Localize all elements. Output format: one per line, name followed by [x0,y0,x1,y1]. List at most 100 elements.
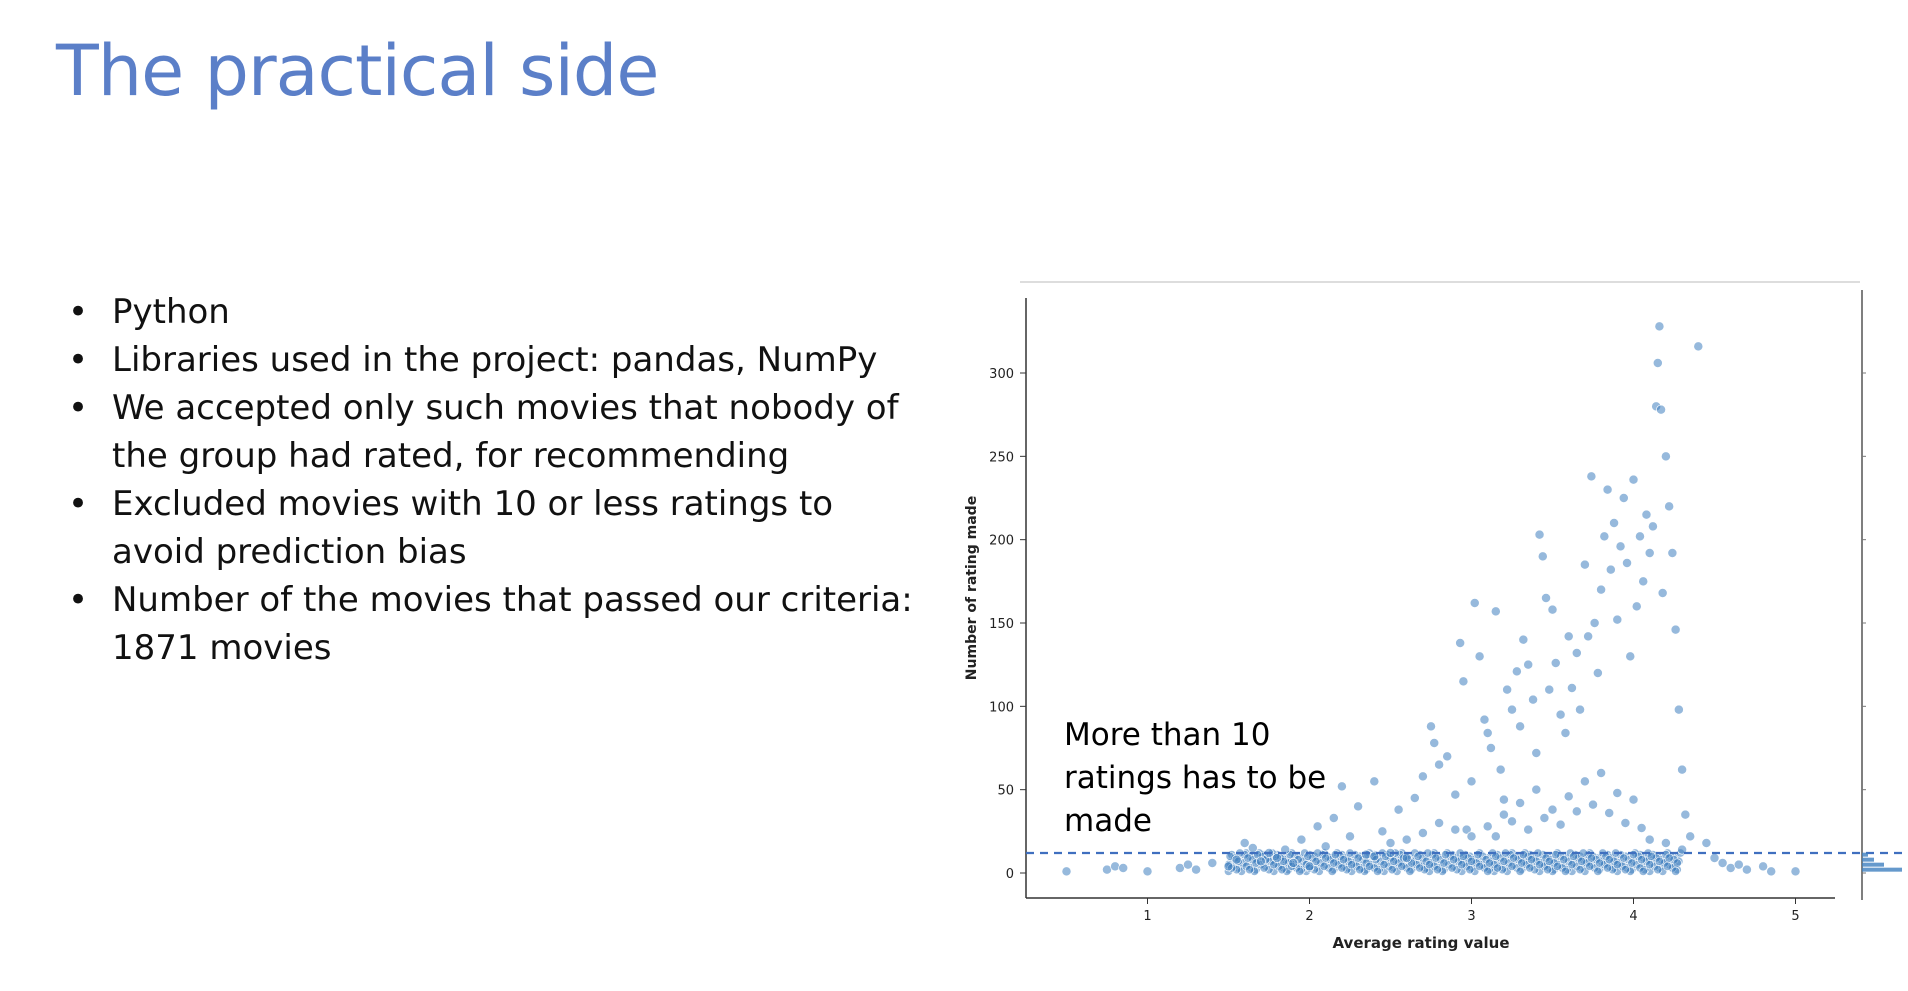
data-point [1717,858,1728,868]
y-axis-label: Number of rating made [964,496,980,680]
y-tick-label: 100 [989,700,1014,715]
data-point [1586,471,1597,482]
x-tick-label: 1 [1143,909,1151,924]
data-point [1429,738,1440,748]
data-point [1660,451,1671,462]
data-point [1507,861,1517,871]
bullet-item: • Python [64,288,924,336]
data-point [1543,865,1553,875]
data-point [1434,818,1445,828]
data-point [1110,861,1121,872]
data-point [1296,834,1307,845]
data-point [1509,853,1519,863]
data-point [1336,781,1347,792]
data-point [1482,728,1493,738]
data-point [1741,864,1752,875]
data-point [1490,831,1501,842]
data-point [1544,684,1555,695]
data-point [1652,358,1663,368]
data-point [1612,614,1623,625]
data-point [1641,509,1652,520]
data-point [1061,866,1072,877]
data-point [1397,861,1407,871]
data-point [1142,866,1153,877]
data-point [1685,831,1696,842]
data-point [1353,853,1363,863]
data-point [1592,668,1603,678]
data-point [1644,834,1655,845]
data-point [1547,804,1558,815]
data-point [1337,863,1347,873]
data-point [1330,850,1340,860]
data-point [1492,863,1502,873]
data-point [1466,776,1477,787]
data-point [1523,824,1534,835]
data-point [1518,634,1529,645]
data-point [1673,704,1684,715]
data-point [1636,823,1647,833]
data-point [1627,858,1637,868]
data-point [1377,826,1388,837]
annotation-line: More than 10 [1064,717,1271,753]
data-point [1644,548,1655,558]
data-point [1405,866,1415,876]
data-point [1345,831,1355,842]
data-point [1577,856,1587,866]
data-point [1393,804,1404,815]
data-point [1517,858,1527,868]
data-point [1588,799,1598,810]
data-point [1245,865,1255,875]
data-point [1667,548,1678,558]
data-point [1191,864,1202,875]
data-point [1469,598,1480,608]
data-point [1373,866,1383,876]
data-point [1466,831,1477,842]
data-point [1563,791,1574,802]
data-point [1656,404,1666,415]
data-point [1466,856,1476,866]
x-tick-label: 3 [1467,909,1475,924]
bullet-text-line: Number of the movies that passed our cri… [112,580,913,620]
data-point [1563,631,1574,642]
data-point [1490,606,1501,617]
data-point [1550,658,1561,668]
data-point [1663,861,1673,871]
bullet-item: • We accepted only such movies that nobod… [64,384,924,480]
data-point [1653,865,1663,875]
data-point [1431,853,1441,863]
data-point [1328,813,1339,823]
data-point [1628,794,1639,805]
bullet-text-line: 1871 movies [112,628,332,668]
data-point [1502,684,1513,695]
data-point [1523,659,1534,670]
data-point [1465,865,1475,875]
data-point [1461,824,1472,835]
data-point [1566,683,1577,693]
marginal-histogram-bar [1862,852,1868,857]
plot-frame [1020,281,1863,900]
data-point [1603,863,1613,873]
data-point [1647,521,1658,532]
data-point [1434,759,1445,770]
data-point [1766,866,1777,877]
data-point [1664,853,1674,863]
data-point [1415,863,1425,873]
data-point [1680,809,1691,820]
bullet-dot: • [68,388,89,428]
data-point [1329,858,1339,868]
marginal-histogram-bar [1862,867,1902,872]
data-point [1277,865,1287,875]
axis-labels: Average rating value Number of rating mad… [964,496,1510,952]
bullet-text-line: We accepted only such movies that nobody… [112,388,899,428]
data-point [1475,861,1485,871]
data-point [1474,651,1485,662]
data-point [1596,584,1607,595]
data-point [1223,861,1234,872]
data-point [1458,676,1469,687]
data-point [1619,853,1629,863]
data-point [1385,838,1396,848]
data-point [1693,341,1704,352]
data-point [1304,861,1315,872]
data-point [1657,588,1668,598]
data-point [1447,863,1457,873]
